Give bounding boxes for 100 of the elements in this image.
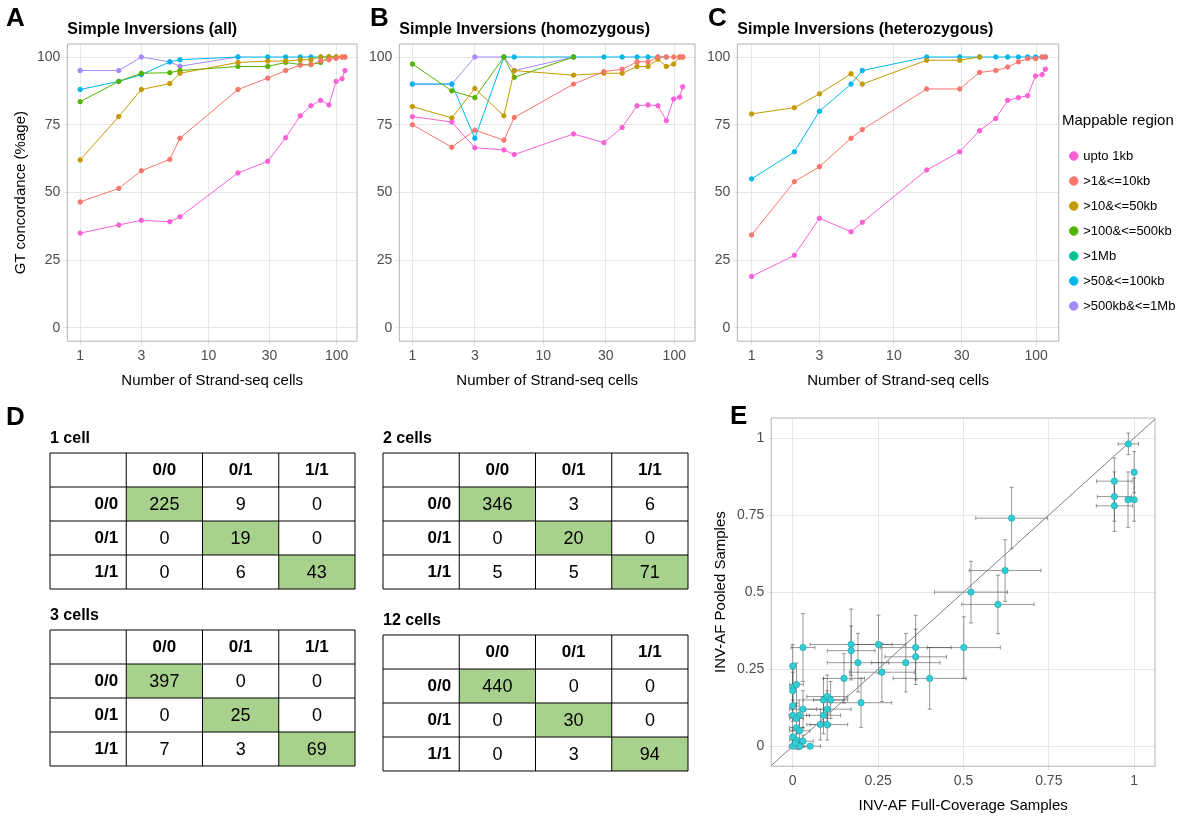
x-tick-label: 30 [598, 347, 614, 364]
y-tick-label: 50 [714, 183, 731, 200]
y-tick-label: 25 [714, 251, 731, 268]
legend-title: Mappable region [1062, 111, 1174, 129]
x-tick-label: 1 [76, 347, 85, 364]
y-tick-label: 0.75 [737, 505, 765, 522]
x-tick-label: 0.5 [953, 772, 974, 789]
data-label: 0 [492, 527, 503, 548]
x-tick-label: 0/1 [228, 460, 253, 480]
x-tick-label: 10 [886, 347, 902, 364]
y-tick-label: 0 [52, 318, 61, 335]
legend-label: upto 1kb [1083, 147, 1134, 163]
x-tick-label: 1/1 [305, 637, 329, 657]
y-tick-label: 1 [756, 428, 765, 445]
data-label: 0 [644, 675, 655, 696]
data-label: 225 [149, 493, 180, 514]
data-label: 94 [639, 743, 660, 764]
x-tick-label: 0/0 [152, 460, 177, 480]
legend-label: >1Mb [1083, 247, 1117, 263]
chart-title: 3 cells [50, 606, 100, 623]
y-tick-label: 0 [722, 318, 731, 335]
data-label: 3 [568, 743, 579, 764]
y-tick-label: 75 [376, 115, 393, 132]
y-tick-label: 50 [44, 183, 61, 200]
data-label: 9 [235, 493, 246, 514]
x-axis-title: Number of Strand-seq cells [456, 371, 639, 389]
data-label: 0 [492, 709, 503, 730]
data-label: 0 [235, 670, 246, 691]
data-label: 20 [563, 527, 584, 548]
chart-title: 12 cells [383, 611, 441, 628]
y-tick-label: 1/1 [94, 738, 119, 758]
data-label: 0 [311, 704, 322, 725]
y-tick-label: 0/0 [427, 493, 452, 513]
data-label: 0 [644, 527, 655, 548]
data-label: 71 [639, 561, 660, 582]
chart-title: Simple Inversions (homozygous) [399, 20, 651, 37]
x-tick-label: 3 [137, 347, 146, 364]
data-label: 69 [306, 738, 327, 759]
x-tick-label: 10 [200, 347, 217, 364]
y-tick-label: 0 [384, 318, 393, 335]
data-label: 19 [230, 527, 251, 548]
x-tick-label: 0/1 [561, 460, 586, 480]
y-tick-label: 50 [376, 183, 393, 200]
data-label: 0 [311, 493, 322, 514]
y-tick-label: 0/0 [427, 675, 452, 695]
y-tick-label: 0/1 [427, 709, 452, 729]
y-tick-label: 0/1 [427, 527, 452, 547]
data-label: 0 [159, 561, 170, 582]
x-tick-label: 100 [1024, 347, 1049, 364]
x-tick-label: 30 [261, 347, 278, 364]
x-tick-label: 1 [1130, 772, 1139, 789]
x-tick-label: 100 [325, 347, 349, 364]
y-tick-label: 1/1 [427, 561, 452, 581]
x-tick-label: 0/0 [152, 637, 177, 657]
y-tick-label: 0.25 [737, 659, 765, 676]
data-label: 25 [230, 704, 251, 725]
data-label: 0 [492, 743, 503, 764]
y-tick-label: 100 [707, 47, 731, 64]
text: D [6, 401, 25, 431]
x-tick-label: 0.25 [864, 772, 892, 789]
data-label: 0 [568, 675, 579, 696]
x-tick-label: 3 [815, 347, 824, 364]
x-tick-label: 30 [954, 347, 970, 364]
x-axis-title: Number of Strand-seq cells [121, 371, 304, 389]
data-label: 346 [482, 493, 513, 514]
text: A [6, 2, 25, 32]
data-label: 6 [644, 493, 655, 514]
legend-label: >500kb&<=1Mb [1083, 297, 1176, 313]
y-tick-label: 25 [44, 251, 61, 268]
chart-title: Simple Inversions (heterozygous) [737, 20, 994, 37]
data-label: 30 [563, 709, 584, 730]
y-tick-label: 75 [714, 115, 731, 132]
x-tick-label: 0/0 [485, 460, 510, 480]
legend-label: >100&<=500kb [1083, 222, 1172, 238]
data-label: 5 [568, 561, 579, 582]
text: B [370, 2, 389, 32]
legend-label: >50&<=100kb [1083, 272, 1165, 288]
data-label: 43 [306, 561, 327, 582]
data-label: 0 [311, 527, 322, 548]
x-tick-label: 0 [788, 772, 797, 789]
x-tick-label: 1/1 [638, 642, 662, 662]
y-tick-label: 0/0 [94, 670, 119, 690]
y-tick-label: 0 [756, 737, 765, 754]
chart-title: Simple Inversions (all) [67, 20, 238, 37]
legend-label: >1&<=10kb [1083, 172, 1151, 188]
data-label: 0 [311, 670, 322, 691]
data-label: 397 [149, 670, 180, 691]
x-tick-label: 0/1 [228, 637, 253, 657]
x-tick-label: 100 [662, 347, 687, 364]
x-tick-label: 3 [470, 347, 479, 364]
y-tick-label: 0/1 [94, 527, 119, 547]
y-tick-label: 100 [37, 47, 61, 64]
x-axis-title: Number of Strand-seq cells [807, 371, 989, 389]
x-axis-title: INV-AF Full-Coverage Samples [858, 796, 1068, 814]
x-tick-label: 1/1 [305, 460, 329, 480]
y-tick-label: 0/0 [94, 493, 119, 513]
data-label: 3 [568, 493, 579, 514]
y-axis-title: INV-AF Pooled Samples [711, 511, 729, 673]
text: C [708, 2, 727, 32]
data-label: 6 [235, 561, 246, 582]
